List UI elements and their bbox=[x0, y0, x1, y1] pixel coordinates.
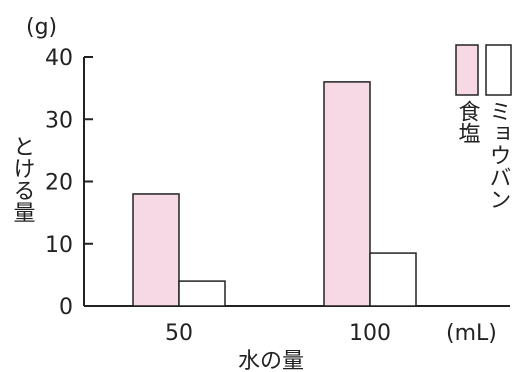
y-axis-label: とける量 bbox=[10, 135, 35, 223]
legend-swatch-salt bbox=[455, 44, 479, 96]
y-tick-label: 20 bbox=[45, 171, 73, 196]
x-tick-label: 100 bbox=[349, 321, 391, 346]
bar-salt-100 bbox=[323, 81, 371, 307]
legend-label-salt: 食塩 bbox=[455, 100, 481, 144]
y-tick-label: 30 bbox=[45, 108, 73, 133]
bar-alum-50 bbox=[178, 280, 226, 307]
x-axis-label: 水の量 bbox=[238, 349, 304, 372]
bar-alum-100 bbox=[369, 252, 417, 307]
y-tick-label: 0 bbox=[59, 295, 73, 320]
x-tick-labels: 50 100 bbox=[165, 321, 391, 346]
y-unit-label: (g) bbox=[26, 15, 57, 40]
y-tick-label: 10 bbox=[45, 233, 73, 258]
bars bbox=[132, 81, 417, 307]
y-tick-label: 40 bbox=[45, 46, 73, 71]
legend-swatch-alum bbox=[485, 44, 512, 96]
y-ticks: 0 10 20 30 40 bbox=[45, 46, 93, 320]
x-tick-label: 50 bbox=[165, 321, 193, 346]
legend: 食塩 ミョウバン bbox=[455, 44, 512, 210]
bar-salt-50 bbox=[132, 193, 180, 307]
legend-label-alum: ミョウバン bbox=[486, 100, 511, 210]
x-unit-label: (mL) bbox=[446, 321, 497, 346]
